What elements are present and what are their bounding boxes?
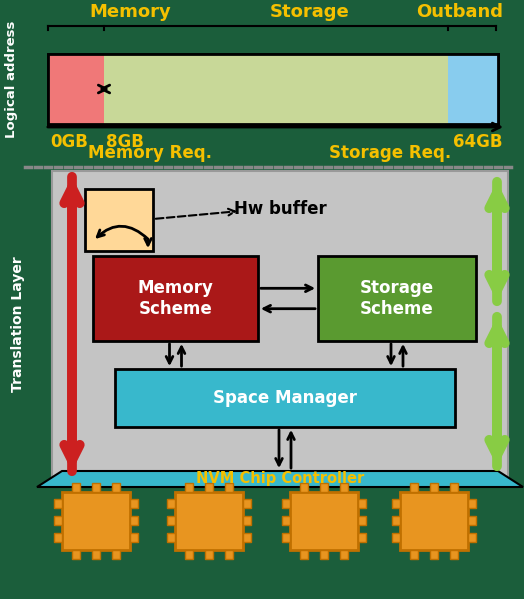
Bar bbox=[468, 533, 476, 542]
Bar bbox=[48, 54, 498, 124]
Bar bbox=[243, 499, 251, 508]
Bar bbox=[54, 516, 62, 525]
Bar bbox=[392, 499, 400, 508]
Bar bbox=[282, 533, 290, 542]
Bar bbox=[450, 550, 458, 559]
Text: NVM Chip Controller: NVM Chip Controller bbox=[196, 471, 364, 486]
Bar bbox=[468, 499, 476, 508]
Text: 8GB: 8GB bbox=[106, 133, 144, 151]
Bar bbox=[205, 550, 213, 559]
Bar bbox=[400, 492, 468, 550]
Bar bbox=[93, 256, 258, 341]
Bar bbox=[243, 516, 251, 525]
Text: Hw buffer: Hw buffer bbox=[234, 200, 326, 218]
Bar bbox=[300, 550, 308, 559]
Text: 0GB: 0GB bbox=[50, 133, 88, 151]
Bar bbox=[205, 483, 213, 492]
Bar bbox=[167, 533, 175, 542]
Bar bbox=[282, 516, 290, 525]
Bar bbox=[115, 369, 455, 427]
Bar bbox=[225, 483, 233, 492]
Bar bbox=[410, 550, 418, 559]
Bar bbox=[54, 499, 62, 508]
Bar bbox=[48, 54, 104, 124]
Bar bbox=[130, 533, 138, 542]
Bar bbox=[52, 171, 508, 481]
Bar bbox=[392, 533, 400, 542]
Bar bbox=[72, 550, 80, 559]
Bar bbox=[130, 516, 138, 525]
Text: Storage
Scheme: Storage Scheme bbox=[360, 279, 434, 318]
Bar bbox=[392, 516, 400, 525]
Bar bbox=[450, 483, 458, 492]
Bar bbox=[290, 492, 358, 550]
Bar bbox=[300, 483, 308, 492]
Bar bbox=[112, 550, 120, 559]
Bar bbox=[130, 499, 138, 508]
Bar bbox=[410, 483, 418, 492]
Bar bbox=[175, 492, 243, 550]
Bar bbox=[243, 533, 251, 542]
Text: Translation Layer: Translation Layer bbox=[11, 256, 25, 392]
Bar bbox=[430, 483, 438, 492]
Bar bbox=[54, 533, 62, 542]
Bar bbox=[104, 54, 448, 124]
Bar bbox=[448, 54, 498, 124]
Bar bbox=[340, 483, 348, 492]
Bar bbox=[468, 516, 476, 525]
Bar bbox=[318, 256, 476, 341]
Polygon shape bbox=[37, 471, 523, 487]
Bar bbox=[282, 499, 290, 508]
Bar bbox=[358, 499, 366, 508]
Bar bbox=[320, 550, 328, 559]
Bar bbox=[62, 492, 130, 550]
Bar bbox=[48, 54, 498, 124]
Bar bbox=[358, 516, 366, 525]
Bar bbox=[320, 483, 328, 492]
Bar bbox=[185, 483, 193, 492]
Text: Storage: Storage bbox=[270, 3, 350, 21]
Text: Logical address: Logical address bbox=[5, 20, 18, 138]
Bar bbox=[358, 533, 366, 542]
Text: Memory Req.: Memory Req. bbox=[88, 144, 212, 162]
Text: 64GB: 64GB bbox=[453, 133, 503, 151]
Bar bbox=[430, 550, 438, 559]
Bar bbox=[92, 550, 100, 559]
Text: Memory
Scheme: Memory Scheme bbox=[138, 279, 213, 318]
Text: Outband: Outband bbox=[417, 3, 504, 21]
Bar bbox=[112, 483, 120, 492]
Bar bbox=[85, 189, 153, 251]
Bar bbox=[340, 550, 348, 559]
Bar bbox=[167, 516, 175, 525]
Bar bbox=[225, 550, 233, 559]
Text: Memory: Memory bbox=[89, 3, 171, 21]
Text: Space Manager: Space Manager bbox=[213, 389, 357, 407]
Bar bbox=[185, 550, 193, 559]
Bar bbox=[72, 483, 80, 492]
Bar bbox=[167, 499, 175, 508]
Bar bbox=[92, 483, 100, 492]
Text: Storage Req.: Storage Req. bbox=[329, 144, 451, 162]
